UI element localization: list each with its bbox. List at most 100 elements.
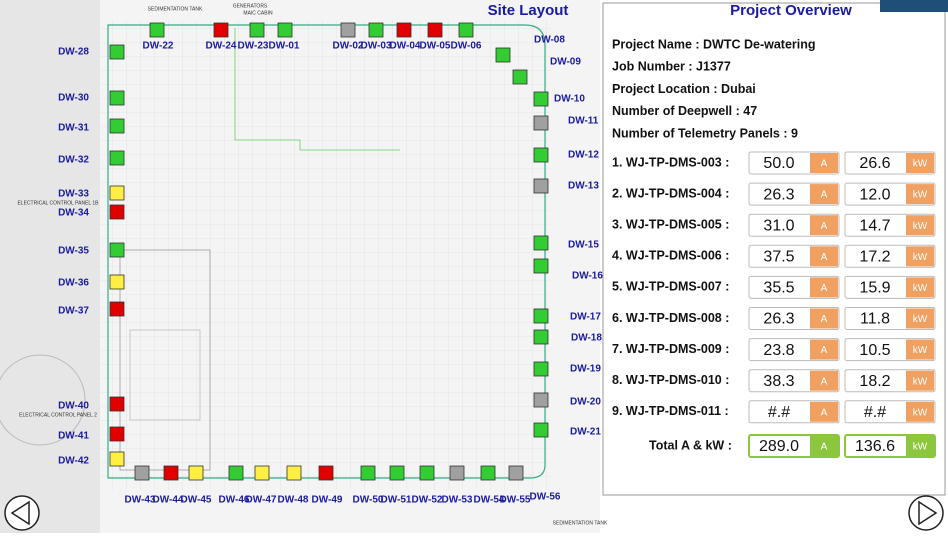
well-label: DW-53: [442, 495, 473, 506]
well-status: [533, 361, 549, 377]
power-value: 136.6: [855, 438, 895, 455]
building-outline: [129, 329, 201, 421]
well-label: DW-12: [568, 150, 599, 161]
current-value: 289.0: [759, 438, 799, 455]
blueprint-grid: [100, 20, 550, 490]
info-line: Number of Telemetry Panels : 9: [612, 126, 798, 140]
well-status: [533, 392, 549, 408]
info-line: Project Name : DWTC De-watering: [612, 37, 816, 51]
current-unit-bg: [810, 308, 838, 329]
power-value: 12.0: [859, 186, 890, 203]
power-unit: kW: [913, 221, 928, 232]
power-unit-bg: [906, 215, 934, 236]
current-unit-bg: [810, 401, 838, 422]
window-controls[interactable]: [880, 0, 948, 12]
well-label: DW-55: [500, 495, 531, 506]
power-value: #.#: [864, 404, 886, 421]
well-status: [389, 465, 405, 481]
well-status: [109, 451, 125, 467]
current-unit: A: [821, 442, 828, 453]
well-status: [228, 465, 244, 481]
panel-name: 5. WJ-TP-DMS-007 :: [612, 280, 729, 294]
well-status: [533, 235, 549, 251]
well-label: DW-30: [58, 93, 89, 104]
power-value: 26.6: [859, 155, 890, 172]
power-unit: kW: [913, 442, 928, 453]
well-status: [360, 465, 376, 481]
power-unit: kW: [913, 283, 928, 294]
well-status: [318, 465, 334, 481]
road-curve: [0, 354, 86, 446]
next-button[interactable]: [908, 495, 944, 531]
well-status: [109, 150, 125, 166]
well-status: [109, 426, 125, 442]
panel-name: 4. WJ-TP-DMS-006 :: [612, 249, 729, 263]
current-value: 35.5: [763, 280, 794, 297]
well-label: DW-54: [474, 495, 505, 506]
power-unit-bg: [906, 339, 934, 360]
current-unit-bg: [810, 215, 838, 236]
well-label: DW-48: [278, 495, 309, 506]
blueprint-left: [0, 0, 100, 533]
well-status: [419, 465, 435, 481]
well-status: [109, 301, 125, 317]
well-label: DW-37: [58, 306, 89, 317]
map-label: ELECTRICAL CONTROL PANEL 1B: [17, 200, 99, 206]
well-label: DW-08: [534, 35, 565, 46]
power-value: 18.2: [859, 373, 890, 390]
well-label: DW-56: [530, 492, 561, 503]
site-title: Site Layout: [488, 2, 569, 19]
panel-name: 6. WJ-TP-DMS-008 :: [612, 311, 729, 325]
well-status: [109, 396, 125, 412]
well-status: [188, 465, 204, 481]
power-unit: kW: [913, 252, 928, 263]
well-label: DW-15: [568, 240, 599, 251]
well-label: DW-52: [412, 495, 443, 506]
power-unit-bg: [906, 153, 934, 173]
well-status: [163, 465, 179, 481]
panel-name: 8. WJ-TP-DMS-010 :: [612, 373, 729, 387]
well-status: [533, 258, 549, 274]
well-status: [109, 185, 125, 201]
current-unit: A: [821, 190, 828, 201]
current-unit: A: [821, 221, 828, 232]
well-label: DW-51: [381, 495, 412, 506]
current-unit-bg: [810, 246, 838, 267]
well-status: [109, 44, 125, 60]
well-label: DW-47: [246, 495, 277, 506]
well-label: DW-24: [206, 41, 237, 52]
well-label: DW-01: [269, 41, 300, 52]
current-unit: A: [821, 376, 828, 387]
panel-name: 7. WJ-TP-DMS-009 :: [612, 342, 729, 356]
map-label: SEDIMENTATION TANK: [148, 6, 203, 12]
well-label: DW-31: [58, 123, 89, 134]
power-unit: kW: [913, 314, 928, 325]
well-label: DW-49: [312, 495, 343, 506]
well-label: DW-04: [390, 41, 421, 52]
well-label: DW-33: [58, 189, 89, 200]
power-value: 15.9: [859, 280, 890, 297]
well-label: DW-32: [58, 155, 89, 166]
well-status: [533, 422, 549, 438]
prev-button[interactable]: [4, 495, 40, 531]
well-status: [109, 242, 125, 258]
well-status: [495, 47, 511, 63]
power-unit-bg: [906, 308, 934, 329]
well-status: [533, 91, 549, 107]
power-unit-bg: [906, 401, 934, 422]
current-unit-bg: [810, 277, 838, 298]
site-boundary: [107, 24, 546, 479]
current-unit: A: [821, 159, 828, 170]
well-label: DW-40: [58, 401, 89, 412]
well-status: [134, 465, 150, 481]
info-line: Project Location : Dubai: [612, 82, 756, 96]
well-label: DW-36: [58, 278, 89, 289]
power-unit: kW: [913, 345, 928, 356]
well-label: DW-20: [570, 397, 601, 408]
power-unit: kW: [913, 407, 928, 418]
panel-name: Total A & kW :: [649, 438, 732, 452]
well-status: [480, 465, 496, 481]
power-value: 17.2: [859, 249, 890, 266]
well-label: DW-43: [125, 495, 156, 506]
